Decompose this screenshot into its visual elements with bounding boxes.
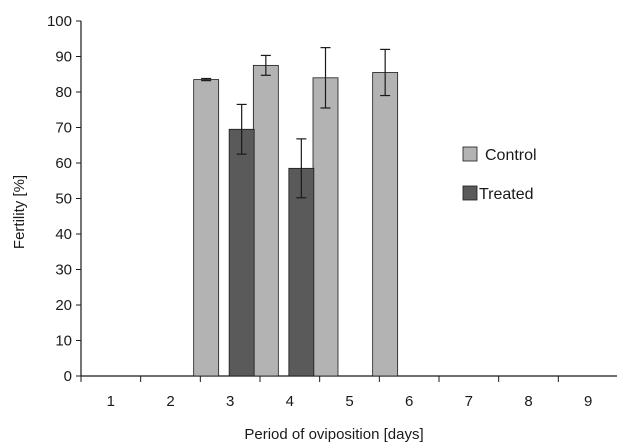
y-tick-label: 80 (55, 84, 72, 101)
x-tick-label: 2 (166, 393, 174, 410)
y-tick-label: 90 (55, 49, 72, 66)
x-tick-label: 8 (524, 393, 532, 410)
y-tick-label: 20 (55, 297, 72, 314)
legend-item-treated: Treated (462, 185, 534, 203)
y-tick-label: 40 (55, 226, 72, 243)
x-tick-label: 7 (465, 393, 473, 410)
bar-control (252, 64, 279, 377)
y-tick-label: 70 (55, 120, 72, 137)
x-tick-label: 4 (286, 393, 294, 410)
x-axis-title: Period of oviposition [days] (244, 426, 423, 443)
legend-label-control: Control (485, 147, 537, 164)
bar-treated (228, 128, 255, 377)
y-axis-title: Fertility [%] (11, 175, 28, 249)
bar-control (372, 72, 399, 377)
x-tick-label: 1 (107, 393, 115, 410)
axes (76, 20, 617, 382)
bar-treated (288, 167, 315, 377)
legend-swatch-control (462, 146, 478, 162)
error-bars (201, 47, 391, 199)
y-tick-label: 100 (47, 13, 72, 30)
legend-label-treated: Treated (479, 186, 534, 203)
legend-swatch-treated (462, 185, 478, 201)
x-tick-label: 3 (226, 393, 234, 410)
legend: Control Treated (462, 146, 537, 203)
tick-labels: 0 10 20 30 40 50 60 70 80 90 100 1 2 3 4 5 6 7 8 9 (47, 13, 592, 410)
x-tick-label: 9 (584, 393, 592, 410)
y-tick-label: 10 (55, 333, 72, 350)
y-tick-label: 60 (55, 155, 72, 172)
y-tick-label: 50 (55, 191, 72, 208)
bar-control (193, 79, 220, 377)
y-tick-label: 0 (64, 368, 72, 385)
y-tick-label: 30 (55, 262, 72, 279)
x-tick-label: 6 (405, 393, 413, 410)
x-tick-label: 5 (345, 393, 353, 410)
bars (193, 64, 399, 377)
bar-control (312, 77, 339, 377)
legend-item-control: Control (462, 146, 537, 164)
